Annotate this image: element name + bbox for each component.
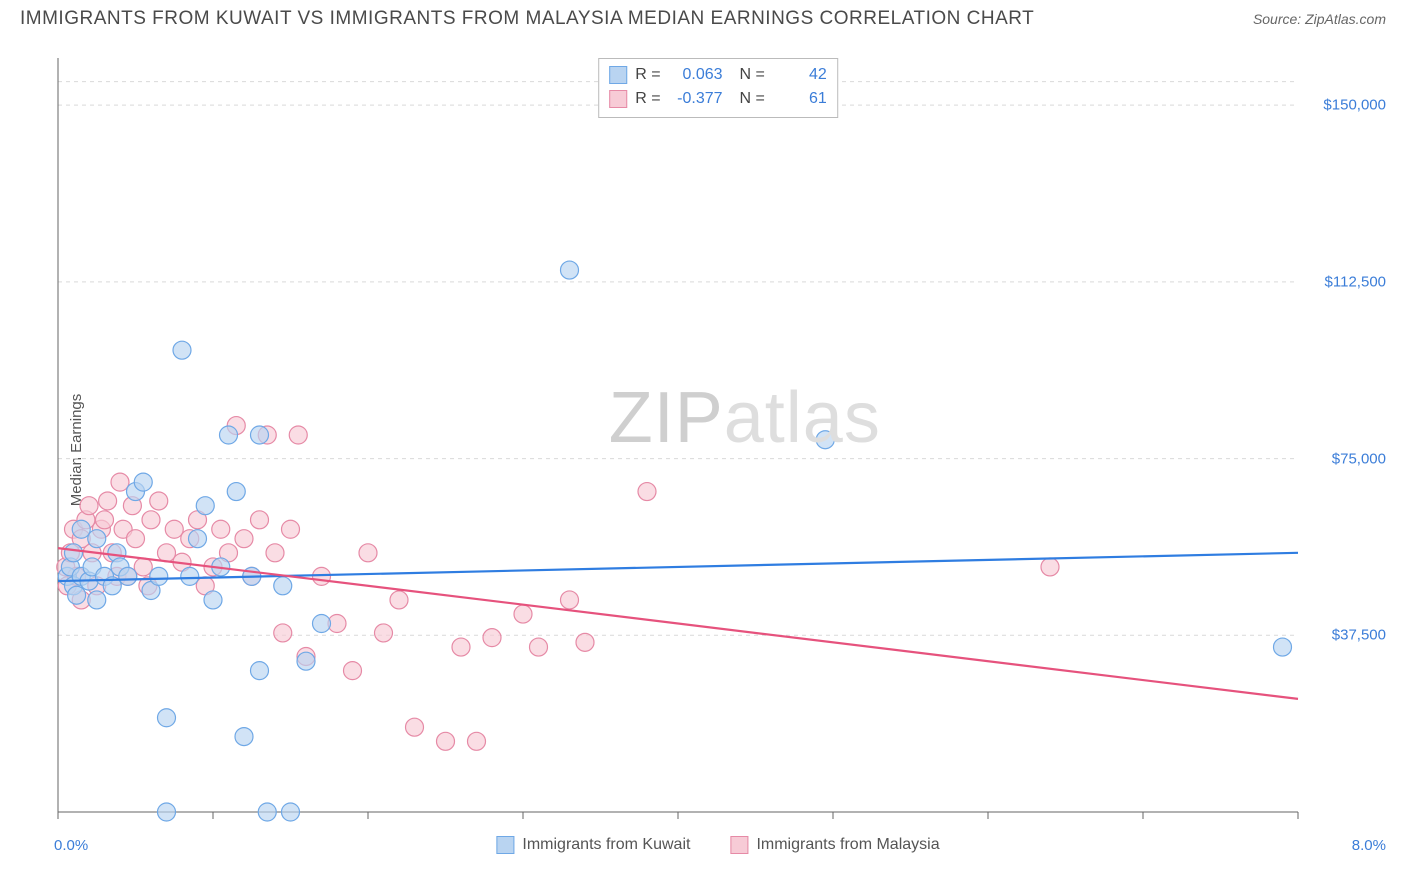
stats-n-label: N = <box>731 66 765 84</box>
stats-r-value-malaysia: -0.377 <box>669 90 723 108</box>
scatter-plot <box>48 50 1388 850</box>
y-tick-label: $112,500 <box>1325 273 1386 290</box>
x-axis-max-label: 8.0% <box>1352 837 1386 854</box>
legend-item-kuwait: Immigrants from Kuwait <box>496 836 690 854</box>
legend-item-malaysia: Immigrants from Malaysia <box>730 836 939 854</box>
legend-swatch-kuwait <box>496 836 514 854</box>
swatch-kuwait <box>609 66 627 84</box>
stats-n-value-kuwait: 42 <box>773 66 827 84</box>
stats-n-label: N = <box>731 90 765 108</box>
legend-label-kuwait: Immigrants from Kuwait <box>522 836 690 854</box>
stats-r-value-kuwait: 0.063 <box>669 66 723 84</box>
chart-container: Median Earnings ZIPatlas R = 0.063 N = 4… <box>48 50 1388 850</box>
source-credit: Source: ZipAtlas.com <box>1253 11 1386 27</box>
chart-title: IMMIGRANTS FROM KUWAIT VS IMMIGRANTS FRO… <box>20 8 1034 30</box>
stats-row-malaysia: R = -0.377 N = 61 <box>609 87 827 111</box>
correlation-stats-box: R = 0.063 N = 42 R = -0.377 N = 61 <box>598 58 838 118</box>
legend: Immigrants from Kuwait Immigrants from M… <box>496 836 939 854</box>
y-tick-label: $37,500 <box>1332 627 1386 644</box>
stats-r-label: R = <box>635 66 660 84</box>
swatch-malaysia <box>609 90 627 108</box>
source-link[interactable]: ZipAtlas.com <box>1305 11 1386 27</box>
y-tick-label: $75,000 <box>1332 450 1386 467</box>
header-bar: IMMIGRANTS FROM KUWAIT VS IMMIGRANTS FRO… <box>0 0 1406 34</box>
stats-row-kuwait: R = 0.063 N = 42 <box>609 63 827 87</box>
y-tick-label: $150,000 <box>1323 97 1386 114</box>
stats-r-label: R = <box>635 90 660 108</box>
stats-n-value-malaysia: 61 <box>773 90 827 108</box>
source-prefix: Source: <box>1253 11 1305 27</box>
x-axis-min-label: 0.0% <box>54 837 88 854</box>
legend-swatch-malaysia <box>730 836 748 854</box>
legend-label-malaysia: Immigrants from Malaysia <box>756 836 939 854</box>
